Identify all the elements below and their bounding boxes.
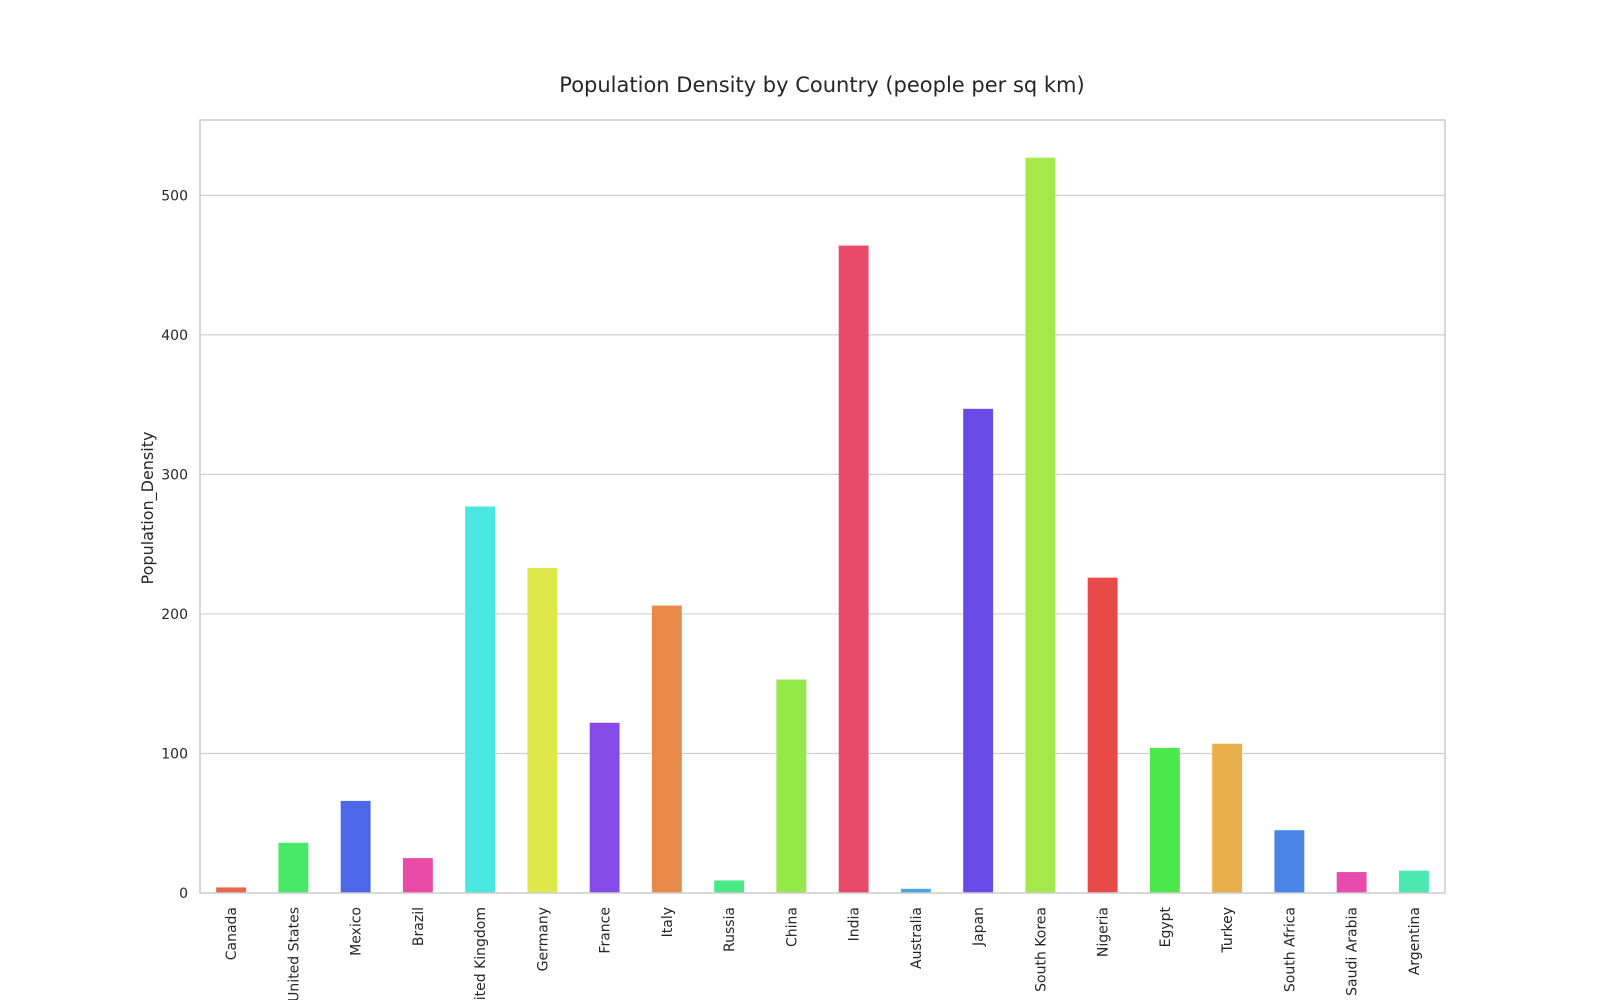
y-tick-label: 500 (161, 188, 188, 204)
bar (900, 888, 931, 893)
bar (278, 842, 309, 893)
x-tick-label: Australia (909, 907, 925, 969)
y-tick-label: 400 (161, 328, 188, 344)
x-tick-label: United States (286, 907, 302, 1000)
bar (340, 800, 371, 893)
bar (651, 605, 682, 893)
y-axis-label: Population_Density (138, 432, 158, 585)
x-tick-label: Saudi Arabia (1345, 907, 1361, 996)
bar (1398, 870, 1429, 893)
chart-title: Population Density by Country (people pe… (559, 73, 1084, 97)
x-tick-label: South Africa (1282, 907, 1298, 992)
x-tick-label: Germany (535, 907, 551, 971)
x-tick-label: Mexico (349, 907, 365, 956)
x-tick-label: Turkey (1220, 907, 1236, 954)
bar (527, 567, 558, 893)
bars (216, 157, 1429, 893)
x-tick-label: Brazil (411, 907, 427, 946)
bar (963, 408, 994, 893)
x-tick-labels: Canada United States Mexico Brazil United Ki… (224, 907, 1423, 1000)
x-tick-label: Japan (971, 907, 987, 947)
x-tick-label: Nigeria (1096, 907, 1112, 957)
bar (465, 506, 496, 893)
y-tick-label: 200 (161, 607, 188, 623)
x-tick-label: India (847, 907, 863, 941)
x-tick-label: Argentina (1407, 907, 1423, 975)
bar (402, 858, 433, 893)
x-tick-label: Russia (722, 907, 738, 952)
bar (589, 722, 620, 893)
bar (1336, 872, 1367, 893)
plot-frame (199, 119, 1446, 894)
x-tick-label: Italy (660, 907, 676, 937)
y-tick-labels: 0 100 200 300 400 500 (161, 188, 188, 902)
bar (216, 887, 247, 893)
y-tick-label: 100 (161, 746, 188, 762)
y-tick-label: 300 (161, 467, 188, 483)
x-tick-label: France (598, 907, 614, 954)
x-tick-label: Canada (224, 907, 240, 960)
bar (1087, 577, 1118, 893)
bar (838, 245, 869, 893)
y-tick-label: 0 (179, 886, 188, 902)
bar (1149, 747, 1180, 893)
bar (1274, 830, 1305, 893)
x-tick-label: Egypt (1158, 907, 1174, 948)
x-tick-label: United Kingdom (473, 907, 489, 1000)
bar (714, 880, 745, 893)
x-tick-label: South Korea (1033, 907, 1049, 992)
bar (776, 679, 807, 893)
x-tick-label: China (784, 907, 800, 947)
bar (1025, 157, 1056, 893)
gridlines (200, 194, 1445, 755)
bar (1212, 743, 1243, 893)
